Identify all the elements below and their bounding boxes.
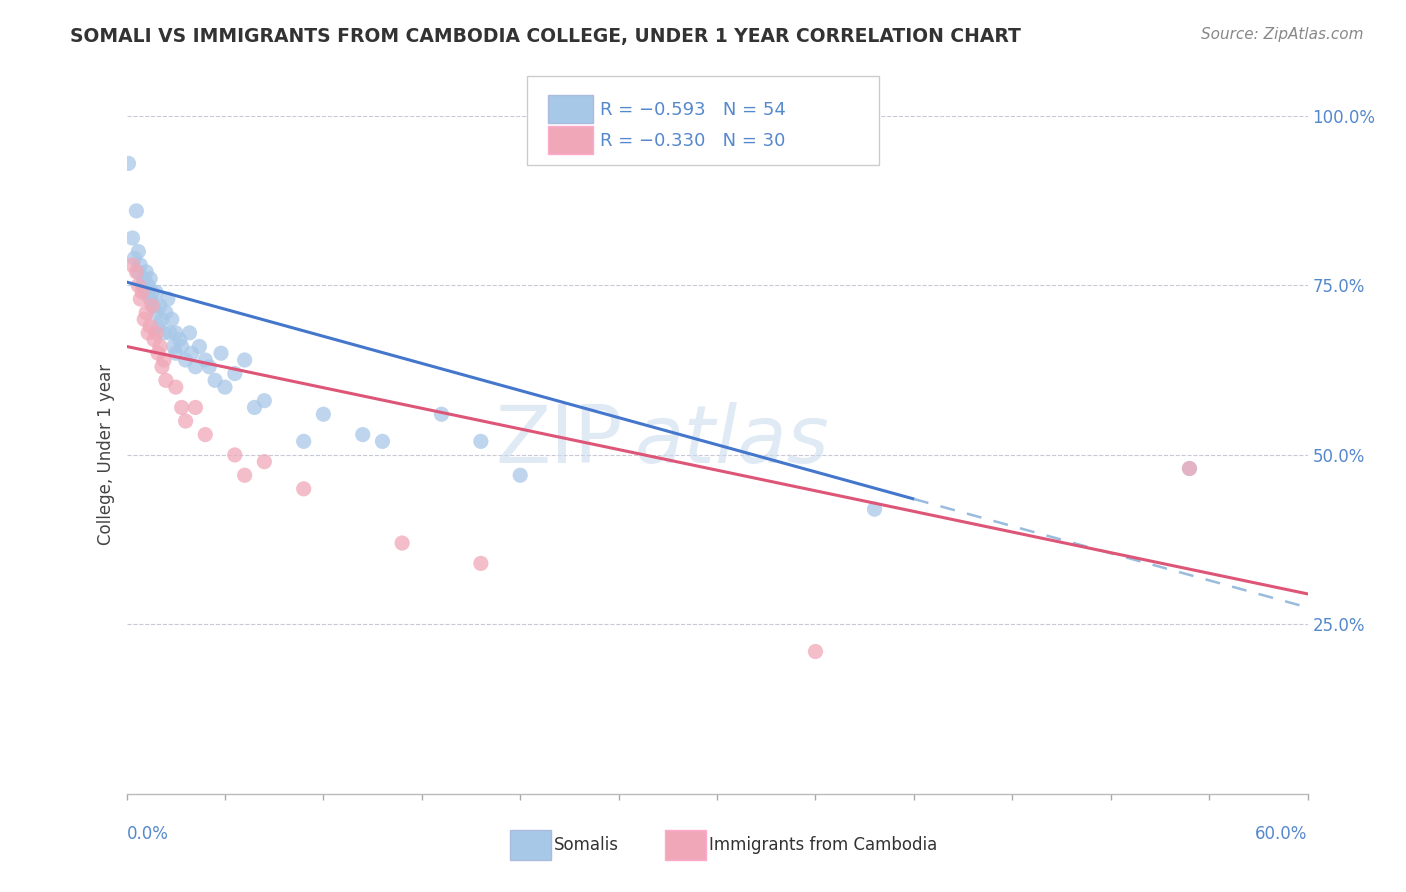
Point <box>174 414 197 428</box>
Point <box>127 244 149 259</box>
Point <box>150 312 173 326</box>
Text: Source: ZipAtlas.com: Source: ZipAtlas.com <box>1201 27 1364 42</box>
Text: 60.0%: 60.0% <box>1256 825 1308 843</box>
Point <box>253 393 276 408</box>
Point <box>292 482 315 496</box>
Point <box>121 258 143 272</box>
Text: 0.0%: 0.0% <box>127 825 169 843</box>
Point <box>146 346 169 360</box>
Point <box>214 380 236 394</box>
Point <box>125 265 148 279</box>
Point <box>141 299 163 313</box>
Point <box>134 271 156 285</box>
Point <box>150 359 173 374</box>
Point <box>174 353 197 368</box>
Point <box>159 326 181 340</box>
Point <box>155 305 177 319</box>
Point <box>160 312 183 326</box>
Point <box>224 448 246 462</box>
Text: Somalis: Somalis <box>554 836 619 854</box>
Point <box>184 401 207 415</box>
Point <box>124 252 146 266</box>
Point <box>145 285 167 300</box>
Point <box>165 326 187 340</box>
Point <box>352 427 374 442</box>
Point <box>141 285 163 300</box>
Point <box>204 373 226 387</box>
Point <box>194 353 217 368</box>
Point <box>149 299 172 313</box>
Point <box>136 278 159 293</box>
Point <box>292 434 315 449</box>
Point <box>135 305 157 319</box>
Point <box>121 231 143 245</box>
Point <box>804 644 827 658</box>
Point <box>139 292 162 306</box>
Point <box>233 468 256 483</box>
Point <box>165 380 187 394</box>
Text: atlas: atlas <box>634 402 830 481</box>
Text: SOMALI VS IMMIGRANTS FROM CAMBODIA COLLEGE, UNDER 1 YEAR CORRELATION CHART: SOMALI VS IMMIGRANTS FROM CAMBODIA COLLE… <box>70 27 1021 45</box>
Point <box>430 407 453 421</box>
Point <box>156 292 179 306</box>
Text: ZIP: ZIP <box>495 402 623 481</box>
Point <box>170 401 193 415</box>
Point <box>165 346 187 360</box>
Point <box>391 536 413 550</box>
Point <box>170 339 193 353</box>
Point <box>125 203 148 218</box>
Point <box>371 434 394 449</box>
Text: Immigrants from Cambodia: Immigrants from Cambodia <box>709 836 936 854</box>
Point <box>253 455 276 469</box>
Point <box>136 326 159 340</box>
Point <box>153 326 176 340</box>
Point <box>863 502 886 516</box>
Point <box>134 312 156 326</box>
Point <box>145 326 167 340</box>
Point <box>184 359 207 374</box>
Point <box>146 319 169 334</box>
Point <box>139 319 162 334</box>
Point <box>1178 461 1201 475</box>
Point <box>188 339 211 353</box>
Point <box>509 468 531 483</box>
Point <box>139 271 162 285</box>
Y-axis label: College, Under 1 year: College, Under 1 year <box>97 364 115 546</box>
Point <box>224 367 246 381</box>
Point <box>470 434 492 449</box>
Point <box>198 359 221 374</box>
Point <box>1178 461 1201 475</box>
Point <box>243 401 266 415</box>
Point <box>129 258 152 272</box>
Text: R = −0.593   N = 54: R = −0.593 N = 54 <box>600 101 786 119</box>
Point <box>127 278 149 293</box>
Point <box>131 285 153 300</box>
Point <box>143 333 166 347</box>
Point <box>143 299 166 313</box>
Point <box>145 305 167 319</box>
Point <box>233 353 256 368</box>
Point <box>209 346 232 360</box>
Point <box>179 326 201 340</box>
Point <box>127 265 149 279</box>
Point <box>117 156 139 170</box>
Point <box>169 333 191 347</box>
Point <box>135 265 157 279</box>
Point <box>149 339 172 353</box>
Point <box>131 278 153 293</box>
Point <box>129 292 152 306</box>
Point <box>312 407 335 421</box>
Point <box>153 353 176 368</box>
Point <box>194 427 217 442</box>
Point <box>470 557 492 571</box>
Point <box>180 346 202 360</box>
Point <box>163 339 186 353</box>
Point <box>155 373 177 387</box>
Text: R = −0.330   N = 30: R = −0.330 N = 30 <box>600 132 786 150</box>
Point <box>135 285 157 300</box>
